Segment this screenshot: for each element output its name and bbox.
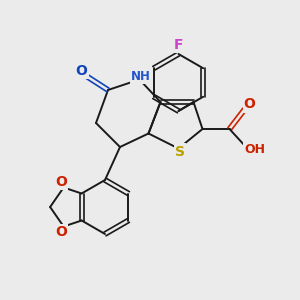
Text: O: O [55,225,67,239]
Text: O: O [244,98,256,111]
Text: O: O [76,64,88,78]
Text: S: S [175,145,185,158]
Text: NH: NH [131,70,151,83]
Text: OH: OH [244,142,265,156]
Text: O: O [55,175,67,189]
Text: F: F [174,38,183,52]
